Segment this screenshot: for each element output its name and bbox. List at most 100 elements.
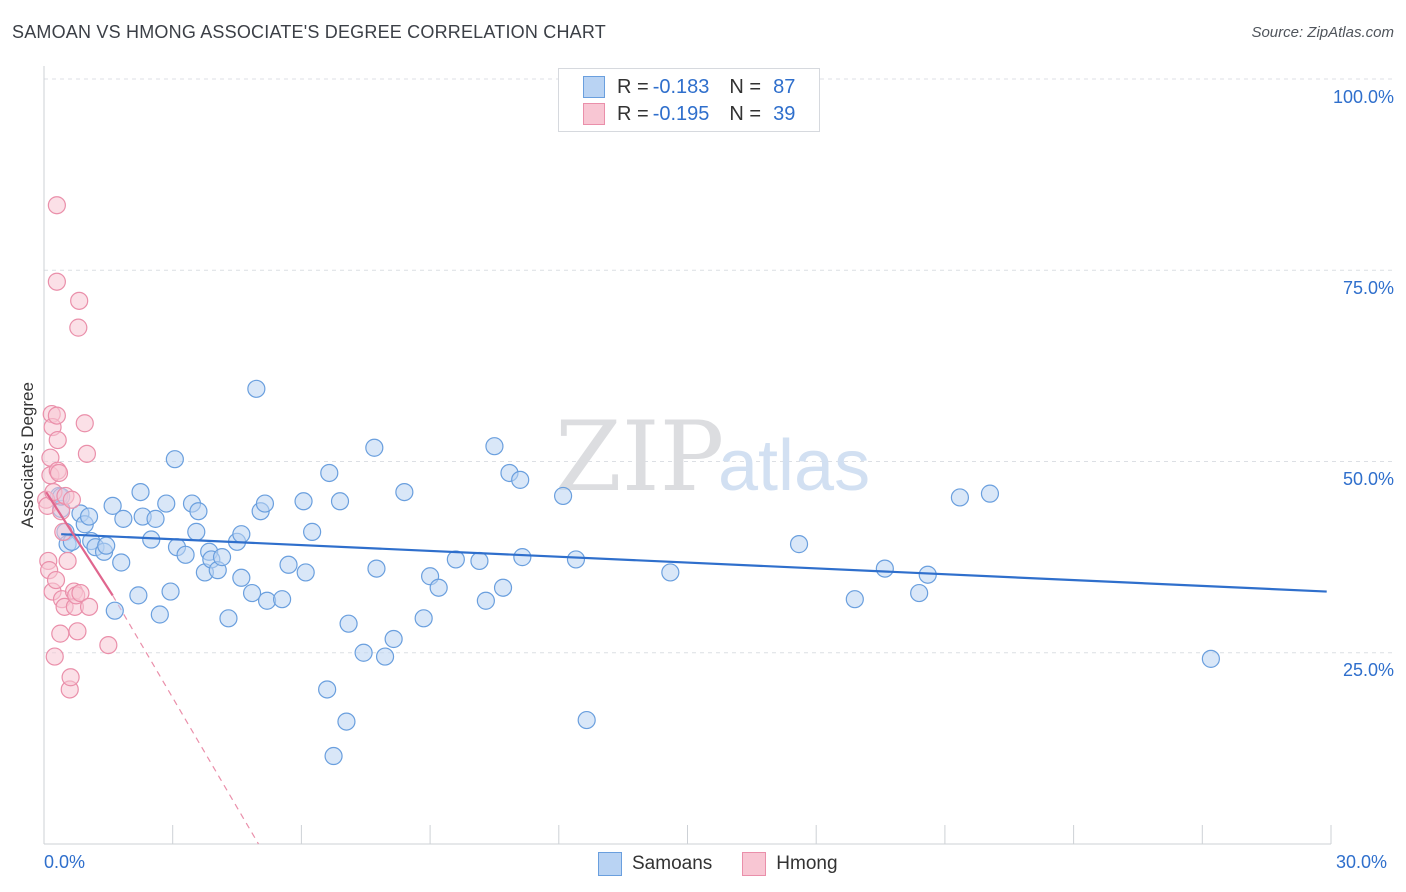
y-tick-label-50: 50.0%: [1342, 469, 1394, 489]
samoans-point: [789, 535, 809, 554]
samoans-point: [146, 509, 165, 528]
samoans-point: [661, 563, 680, 582]
samoans-point: [845, 590, 864, 609]
samoans-point: [324, 746, 343, 766]
hmong-point: [99, 635, 118, 655]
hmong-point: [77, 444, 97, 463]
legend-item-samoans[interactable]: Samoans: [598, 852, 712, 876]
samoans-point: [354, 643, 373, 662]
hmong-points: [37, 196, 118, 699]
samoans-point: [470, 551, 489, 571]
y-tick-label-100: 100.0%: [1332, 87, 1394, 107]
samoans-point: [320, 463, 339, 483]
watermark-zip: ZIP: [555, 401, 724, 513]
samoans-point: [97, 536, 116, 555]
samoans-point: [910, 583, 929, 603]
samoans-point: [875, 559, 894, 578]
samoans-point: [365, 438, 384, 457]
r-label: R =: [617, 102, 649, 125]
samoans-point: [511, 470, 530, 489]
samoans-point: [303, 522, 322, 541]
samoans-point: [395, 483, 414, 502]
samoans-point: [242, 583, 262, 603]
legend-item-hmong[interactable]: Hmong: [742, 852, 838, 876]
trend-lines: [45, 491, 1327, 596]
hmong-point: [54, 522, 73, 541]
samoans-point: [176, 545, 195, 564]
n-value: 39: [773, 102, 796, 125]
samoans-point: [375, 647, 395, 666]
hmong-point: [75, 414, 94, 433]
samoans-point: [257, 591, 277, 610]
samoans-point: [1201, 649, 1220, 668]
samoans-point: [157, 494, 176, 513]
samoans-point: [566, 550, 586, 569]
hmong-legend-swatch: [742, 852, 767, 876]
hmong-trend-extension: [112, 595, 260, 845]
r-value: -0.195: [652, 102, 710, 125]
samoans-point: [129, 586, 148, 605]
hmong-point: [68, 622, 87, 641]
chart-title: SAMOAN VS HMONG ASSOCIATE'S DEGREE CORRE…: [12, 22, 606, 42]
hmong-point: [48, 430, 67, 450]
x-tick-label-min: 0.0%: [44, 852, 86, 872]
samoans-point: [330, 492, 350, 511]
hmong-point: [51, 624, 70, 643]
samoans-point: [272, 590, 292, 609]
y-tick-label-75: 75.0%: [1342, 278, 1394, 298]
samoans-point: [384, 629, 403, 649]
y-axis-label: Associate's Degree: [18, 382, 37, 528]
hmong-point: [70, 291, 89, 310]
samoans-point: [429, 578, 448, 597]
samoans-trend-line: [61, 533, 1327, 593]
samoans-point: [553, 486, 573, 506]
watermark: ZIP atlas: [555, 401, 870, 513]
samoans-point: [112, 553, 131, 572]
samoans-point: [279, 555, 298, 574]
n-label: N =: [729, 75, 762, 98]
hmong-swatch: [583, 103, 605, 125]
samoans-point: [980, 484, 1000, 503]
x-tick-label-max: 30.0%: [1336, 852, 1388, 872]
correlation-legend: R = -0.183 N = 87 R = -0.195 N = 39: [558, 68, 820, 132]
samoans-swatch: [583, 76, 605, 98]
grid-lines: [44, 78, 1393, 654]
hmong-point: [61, 668, 80, 687]
hmong-point: [79, 597, 99, 616]
samoans-point: [232, 525, 251, 544]
y-tick-label-25: 25.0%: [1342, 660, 1394, 680]
samoans-point: [513, 548, 532, 567]
hmong-point: [49, 463, 69, 483]
samoans-point: [187, 522, 206, 541]
samoans-point: [131, 483, 150, 502]
n-label: N =: [729, 102, 762, 125]
hmong-point: [47, 406, 66, 425]
hmong-point: [62, 490, 81, 509]
samoans-point: [318, 680, 337, 699]
samoans-point: [255, 494, 275, 513]
r-value: -0.183: [652, 75, 710, 98]
samoans-point: [161, 582, 180, 601]
samoans-point: [414, 609, 433, 628]
series-legend: Samoans Hmong: [598, 852, 868, 876]
samoans-point: [339, 614, 358, 633]
samoans-point: [296, 563, 315, 582]
hmong-point: [47, 272, 66, 291]
hmong-point: [71, 583, 90, 603]
samoans-point: [577, 710, 596, 730]
hmong-point: [46, 570, 66, 590]
samoans-point: [165, 450, 184, 469]
n-value: 87: [773, 75, 796, 98]
hmong-point: [69, 318, 88, 337]
r-label: R =: [617, 75, 649, 98]
samoans-point: [950, 488, 970, 507]
hmong-legend-label: Hmong: [776, 853, 838, 874]
samoans-point: [79, 507, 99, 526]
samoans-point: [103, 496, 122, 515]
samoans-point: [219, 609, 238, 628]
samoans-point: [476, 591, 495, 610]
samoans-point: [150, 605, 169, 624]
hmong-trend-dashed: [112, 595, 260, 845]
samoans-point: [212, 548, 232, 567]
